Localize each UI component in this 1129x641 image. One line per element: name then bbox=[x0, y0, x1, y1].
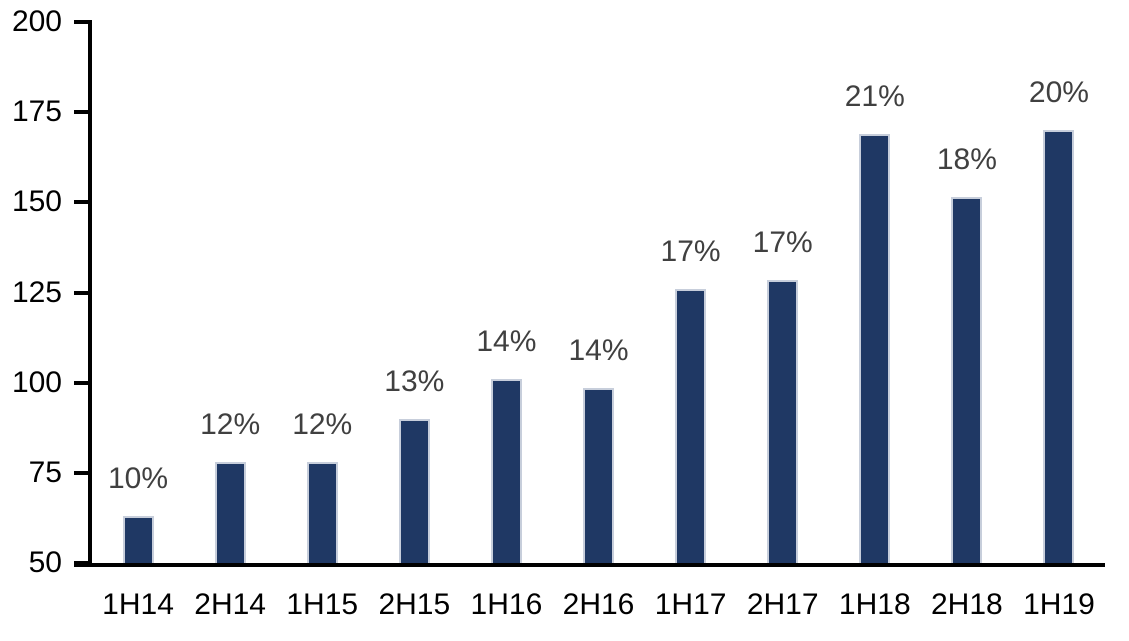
y-tick bbox=[74, 561, 88, 565]
y-tick bbox=[74, 200, 88, 205]
bar-1H17 bbox=[675, 288, 707, 563]
x-category-label: 1H14 bbox=[102, 588, 174, 621]
bar-data-label: 13% bbox=[384, 364, 445, 398]
bar-1H15 bbox=[306, 462, 338, 563]
y-tick-label: 75 bbox=[28, 455, 62, 489]
y-tick bbox=[74, 470, 88, 475]
x-category-label: 2H15 bbox=[378, 588, 451, 621]
y-tick bbox=[74, 20, 88, 24]
x-category-label: 1H16 bbox=[470, 588, 543, 621]
x-category-label: 1H19 bbox=[1023, 588, 1095, 621]
bar-data-label: 10% bbox=[108, 462, 169, 496]
bar-2H18 bbox=[951, 196, 983, 563]
y-tick-label: 100 bbox=[11, 365, 62, 399]
bar-data-label: 20% bbox=[1028, 76, 1089, 110]
bar-1H16 bbox=[490, 379, 522, 563]
y-tick bbox=[74, 110, 88, 115]
bar-data-label: 17% bbox=[660, 234, 721, 268]
bar-data-label: 14% bbox=[476, 325, 537, 359]
x-category-label: 2H17 bbox=[746, 588, 819, 621]
y-tick-label: 125 bbox=[11, 275, 62, 309]
y-tick-label: 175 bbox=[11, 95, 62, 129]
bar-data-label: 12% bbox=[200, 408, 261, 441]
x-category-label: 1H17 bbox=[654, 588, 727, 621]
bar-data-label: 14% bbox=[568, 334, 629, 368]
bar-2H14 bbox=[214, 462, 246, 563]
bar-2H16 bbox=[583, 388, 614, 563]
y-tick-label: 50 bbox=[28, 546, 62, 579]
bar-data-label: 17% bbox=[752, 225, 813, 259]
y-tick bbox=[74, 380, 88, 385]
bar-1H14 bbox=[122, 516, 154, 563]
bar-1H18 bbox=[859, 133, 891, 563]
bar-data-label: 12% bbox=[292, 408, 353, 441]
bar-2H17 bbox=[767, 279, 799, 563]
bar-data-label: 21% bbox=[844, 79, 905, 113]
x-axis-line bbox=[74, 563, 1105, 567]
y-tick-label: 200 bbox=[11, 5, 62, 38]
bar-1H19 bbox=[1043, 130, 1075, 563]
x-category-label: 2H14 bbox=[194, 588, 266, 621]
x-category-label: 1H18 bbox=[838, 588, 911, 621]
bar-2H15 bbox=[398, 418, 430, 563]
x-category-label: 1H15 bbox=[286, 588, 359, 621]
y-axis-line bbox=[88, 20, 92, 567]
y-tick bbox=[74, 290, 88, 295]
x-category-label: 2H18 bbox=[931, 588, 1003, 621]
x-category-label: 2H16 bbox=[562, 588, 635, 621]
y-tick-label: 150 bbox=[11, 185, 62, 219]
bar-data-label: 18% bbox=[936, 142, 997, 176]
